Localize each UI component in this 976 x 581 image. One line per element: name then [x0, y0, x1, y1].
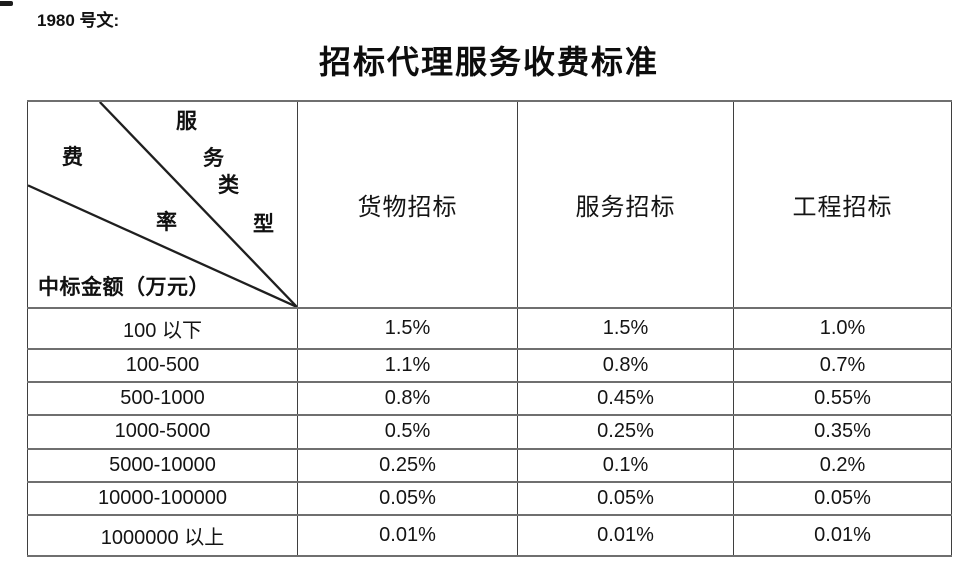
page-title: 招标代理服务收费标准 [318, 44, 659, 80]
fee-value: 0.45% [517, 381, 734, 417]
fee-value: 1.5% [517, 306, 734, 351]
corner-service-type-char: 类 [218, 173, 239, 197]
fee-value: 0.25% [297, 447, 518, 483]
column-header-engineering: 工程招标 [733, 100, 952, 309]
doc-reference-number: 1980 号文: [37, 11, 120, 30]
table-row: 1000-5000 0.5% 0.25% 0.35% [27, 414, 952, 450]
table-row: 100 以下 1.5% 1.5% 1.0% [27, 306, 952, 351]
corner-row-axis-label: 中标金额（万元） [38, 275, 210, 299]
fee-table-container: 服 务 类 型 费 率 中标金额（万元） 货物招标 服务招标 工程招标 100 … [27, 100, 952, 558]
table-row: 5000-10000 0.25% 0.1% 0.2% [27, 447, 952, 483]
fee-value: 0.1% [517, 447, 734, 483]
row-label: 5000-10000 [27, 447, 298, 483]
column-header-service: 服务招标 [517, 100, 734, 309]
fee-value: 0.8% [297, 381, 518, 417]
row-label: 100 以下 [27, 306, 298, 351]
corner-fee-rate-char: 率 [156, 210, 177, 234]
column-header-goods: 货物招标 [297, 100, 518, 309]
diagonal-divider-lines [28, 103, 297, 306]
corner-fee-rate-char: 费 [62, 145, 83, 169]
table-row: 10000-100000 0.05% 0.05% 0.05% [27, 480, 952, 516]
fee-value: 0.01% [733, 513, 952, 558]
table-row: 100-500 1.1% 0.8% 0.7% [27, 348, 952, 384]
row-label: 1000000 以上 [27, 513, 298, 558]
table-corner-cell: 服 务 类 型 费 率 中标金额（万元） [27, 100, 298, 309]
fee-value: 0.35% [733, 414, 952, 450]
fee-value: 0.55% [733, 381, 952, 417]
header-row: 服 务 类 型 费 率 中标金额（万元） 货物招标 服务招标 工程招标 [27, 100, 952, 309]
corner-service-type-char: 服 [176, 109, 197, 133]
row-label: 100-500 [27, 348, 298, 384]
screen-corner-artifact [0, 1, 13, 6]
fee-value: 0.5% [297, 414, 518, 450]
fee-value: 0.01% [297, 513, 518, 558]
fee-value: 1.0% [733, 306, 952, 351]
fee-value: 0.7% [733, 348, 952, 384]
table-row: 500-1000 0.8% 0.45% 0.55% [27, 381, 952, 417]
row-label: 500-1000 [27, 381, 298, 417]
fee-value: 0.8% [517, 348, 734, 384]
fee-value: 1.5% [297, 306, 518, 351]
corner-service-type-char: 务 [203, 146, 224, 170]
fee-value: 0.05% [517, 480, 734, 516]
fee-standard-table: 服 务 类 型 费 率 中标金额（万元） 货物招标 服务招标 工程招标 100 … [27, 100, 952, 558]
fee-value: 1.1% [297, 348, 518, 384]
table-row: 1000000 以上 0.01% 0.01% 0.01% [27, 513, 952, 558]
corner-service-type-char: 型 [253, 212, 274, 236]
fee-value: 0.01% [517, 513, 734, 558]
fee-value: 0.2% [733, 447, 952, 483]
row-label: 1000-5000 [27, 414, 298, 450]
fee-value: 0.05% [297, 480, 518, 516]
fee-value: 0.25% [517, 414, 734, 450]
row-label: 10000-100000 [27, 480, 298, 516]
fee-value: 0.05% [733, 480, 952, 516]
